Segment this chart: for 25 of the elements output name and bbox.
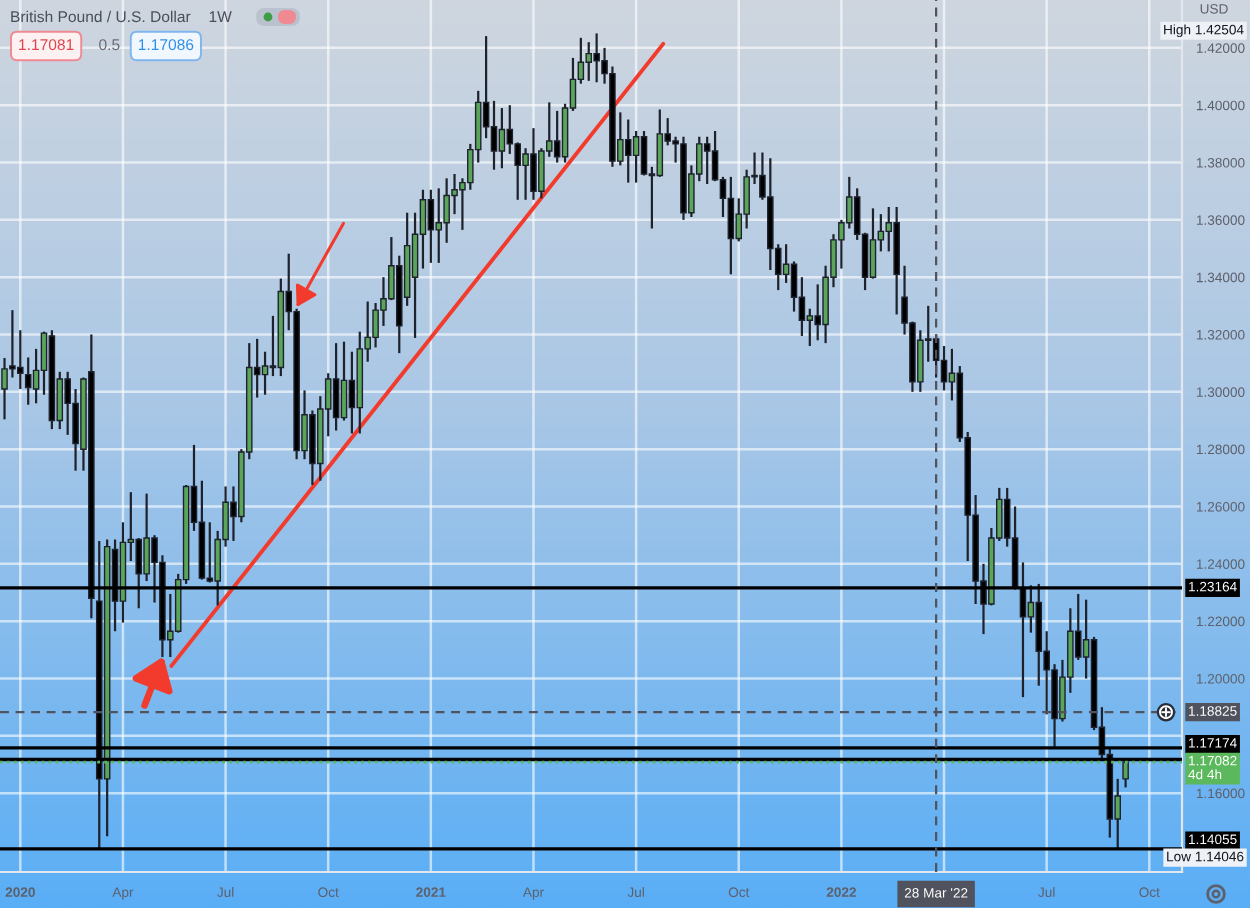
- candlestick: [814, 283, 821, 342]
- candlestick: [624, 118, 632, 184]
- candlestick: [435, 187, 443, 264]
- candlestick: [530, 127, 537, 201]
- candlestick: [656, 108, 664, 178]
- candlestick: [24, 356, 32, 406]
- candlestick: [348, 350, 356, 435]
- candlestick: [790, 260, 798, 313]
- candlestick: [869, 207, 877, 280]
- candlestick: [703, 135, 711, 186]
- candlestick: [940, 344, 948, 392]
- candlestick: [522, 147, 529, 201]
- candlestick: [261, 350, 269, 396]
- candlestick: [332, 342, 340, 432]
- candlestick: [585, 41, 593, 82]
- candlestick: [340, 340, 348, 422]
- candlestick: [593, 32, 600, 84]
- candlestick: [727, 175, 735, 276]
- candlestick: [632, 129, 640, 184]
- candlestick: [553, 109, 561, 164]
- candlestick: [419, 188, 427, 270]
- candlestick: [490, 99, 498, 171]
- candlestick: [498, 106, 506, 170]
- candlestick: [640, 129, 648, 177]
- candlestick: [427, 188, 435, 264]
